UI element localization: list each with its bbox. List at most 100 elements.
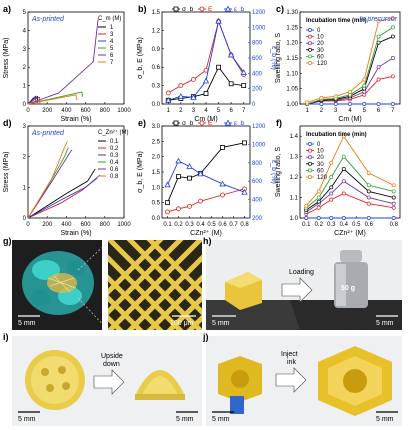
x-tick-label: 0.2: [174, 222, 183, 228]
hex-nut-small-image: [218, 356, 262, 414]
x-tick-label: 0.3: [327, 222, 336, 228]
series-line: [27, 168, 96, 219]
x-tick-label: 0: [26, 108, 30, 114]
legend-label: 0: [317, 28, 321, 34]
data-point: [329, 216, 334, 220]
x-tick-label: 1000: [117, 108, 131, 114]
plot-frame: [27, 125, 125, 219]
data-point: [198, 198, 203, 204]
x-tick-label: 5: [217, 108, 221, 114]
data-point: [308, 155, 312, 160]
y-tick-label: 1.30: [286, 10, 298, 16]
x-tick-label: 1: [167, 108, 171, 114]
legend-title: C_m (M): [98, 16, 121, 22]
scalebar-i-right: 5 mm: [176, 416, 194, 423]
data-point: [316, 195, 321, 200]
data-point: [366, 183, 371, 188]
y-tick-label: 1.2: [290, 175, 299, 181]
x-tick-label: 800: [100, 108, 111, 114]
data-point: [329, 160, 334, 165]
data-point: [362, 102, 367, 106]
y-tick-label: 1.5: [152, 170, 161, 176]
photo-text: Loading 50 g Upside down Inject ink 5 mm…: [3, 236, 398, 423]
photo-layer: [12, 240, 402, 426]
y-tick-label: 0.6: [152, 65, 161, 71]
chart-f: f) 0.1 0.2 0.3 0.4 0.5 0.6 0.8 1.0 1.1 1.2 1.3 1.4 CZ…: [275, 118, 401, 237]
x-tick-label: 0.5: [352, 222, 361, 228]
y2-tick-label: 0: [252, 102, 256, 108]
data-point: [220, 145, 225, 150]
data-point: [175, 157, 182, 164]
j-arrow-label-1: Inject: [281, 351, 298, 358]
y-tick-label: 1.20: [286, 41, 298, 47]
y-tick-label: 3.0: [152, 124, 161, 130]
x-tick-label: 400: [61, 108, 72, 114]
legend-label: 1: [110, 25, 114, 31]
series-line: [168, 19, 245, 101]
x-tick-label: 0.4: [196, 222, 205, 228]
data-point: [316, 189, 321, 194]
y-tick-label: 1.2: [152, 28, 161, 34]
y2-tick-label: 400: [252, 71, 263, 77]
data-point: [202, 77, 210, 84]
series-ε_b: [164, 157, 248, 195]
y-tick-label: 2.5: [152, 139, 161, 145]
data-point: [304, 216, 309, 220]
legend-label: 4: [110, 39, 114, 45]
series-60: [304, 154, 396, 210]
data-point: [203, 91, 209, 96]
data-point: [186, 163, 193, 169]
y-axis-label: Swelling ratio, S: [275, 147, 282, 198]
data-point: [197, 170, 204, 177]
y2-tick-label: 200: [252, 216, 263, 222]
series-line: [305, 135, 394, 207]
x-tick-label: 0.8: [240, 222, 249, 228]
series-line: [27, 174, 101, 219]
legend-label: σ_b: [182, 120, 194, 127]
data-point: [164, 181, 171, 188]
legend-label: 3: [110, 32, 114, 38]
arrow-i: [93, 369, 125, 395]
series-line: [306, 192, 394, 215]
panel-letter-g: g): [3, 236, 12, 246]
data-point: [390, 25, 395, 30]
legend-label: E: [208, 120, 213, 127]
panel-letter-i: i): [3, 332, 9, 342]
x-tick-label: 0.1: [302, 222, 311, 228]
legend-title: Incubation time (min): [306, 132, 367, 138]
y-tick-label: 0: [23, 216, 27, 222]
series-line: [27, 95, 37, 105]
y-tick-label: 0.3: [152, 84, 161, 90]
legend-label: 0.8: [110, 174, 119, 180]
legend-label: 60: [317, 54, 324, 60]
x-tick-label: 400: [61, 222, 72, 228]
legend-label: 120: [317, 175, 328, 181]
data-point: [187, 175, 192, 181]
data-point: [341, 154, 346, 159]
data-point: [316, 216, 321, 220]
data-point: [362, 83, 367, 88]
legend-label: 6: [110, 53, 114, 59]
y-tick-label: 1.4: [290, 134, 299, 140]
data-point: [390, 102, 395, 106]
panel-letter-a: a): [3, 4, 11, 14]
x-axis-label: CZn²⁺ (M): [190, 230, 222, 237]
y-tick-label: 4: [23, 28, 27, 34]
data-point: [341, 216, 346, 220]
legend-label: 0.1: [110, 139, 119, 145]
data-point: [176, 174, 181, 180]
x-tick-label: 600: [81, 108, 92, 114]
x-tick-label: 0.8: [390, 222, 399, 228]
data-point: [165, 90, 171, 96]
plot-frame: [161, 11, 251, 105]
data-point: [390, 34, 395, 39]
y-tick-label: 1.15: [286, 56, 298, 62]
panel-letter-e: e): [138, 118, 146, 128]
series-E: [165, 186, 247, 215]
y-tick-label: 1.5: [152, 10, 161, 16]
data-point: [242, 140, 247, 146]
y-tick-label: 0: [23, 102, 27, 108]
data-point: [376, 77, 381, 82]
series-0.1: [27, 168, 96, 219]
